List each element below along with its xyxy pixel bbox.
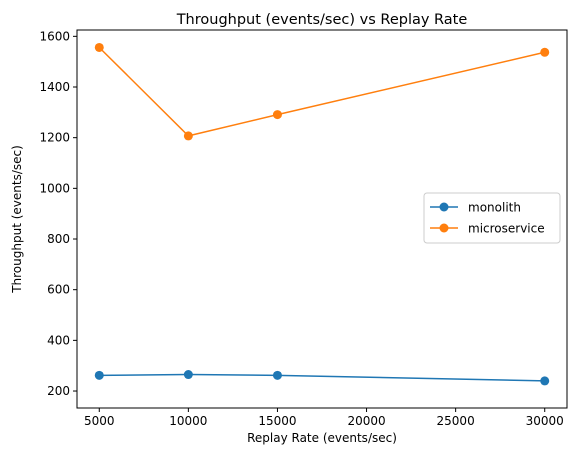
series-monolith [94,370,550,386]
y-axis-label: Throughput (events/sec) [10,145,24,294]
series-microservice [94,42,550,141]
data-point-monolith [272,370,282,380]
legend-marker-microservice [439,223,449,233]
series-line-monolith [99,373,545,382]
legend-item-monolith: monolith [430,201,521,215]
y-tick-label: 200 [47,384,70,398]
legend: monolith microservice [423,192,561,244]
legend-box [423,192,561,244]
data-point-microservice [272,110,282,120]
y-tick-label: 800 [47,232,70,246]
plot-area [76,29,568,409]
x-tick-label: 30000 [526,414,564,428]
x-tick-label: 25000 [437,414,475,428]
x-tick-label: 10000 [169,414,207,428]
x-tick-label: 15000 [258,414,296,428]
legend-item-microservice: microservice [430,222,545,236]
y-tick-label: 1200 [39,131,70,145]
series-line-microservice [98,46,545,137]
y-tick-label: 1000 [39,181,70,195]
x-axis: 5000 10000 15000 20000 25000 30000 [84,408,564,428]
data-point-monolith [540,376,550,386]
x-tick-label: 20000 [347,414,385,428]
x-axis-label: Replay Rate (events/sec) [247,431,397,445]
y-tick-label: 600 [47,283,70,297]
data-point-microservice [540,47,550,57]
chart-title: Throughput (events/sec) vs Replay Rate [176,12,468,28]
series-layer [94,42,550,386]
y-tick-label: 400 [47,333,70,347]
legend-label-microservice: microservice [468,222,545,236]
data-point-monolith [94,370,104,380]
y-tick-label: 1600 [39,29,70,43]
x-tick-label: 5000 [84,414,115,428]
legend-marker-monolith [439,202,449,212]
plot-frame [76,29,568,409]
data-point-microservice [94,42,104,52]
legend-label-monolith: monolith [468,201,521,215]
data-point-monolith [183,370,193,380]
y-axis: 200 400 600 800 1000 1200 1400 1600 [39,29,77,398]
y-tick-label: 1400 [39,80,70,94]
data-point-microservice [183,131,193,141]
